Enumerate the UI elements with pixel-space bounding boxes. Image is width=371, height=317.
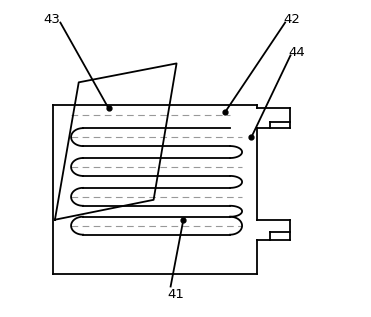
Text: 43: 43 bbox=[43, 13, 60, 26]
Text: 42: 42 bbox=[283, 13, 301, 26]
Text: 41: 41 bbox=[167, 288, 184, 301]
Text: 44: 44 bbox=[289, 46, 306, 59]
Bar bbox=[53, 105, 257, 275]
